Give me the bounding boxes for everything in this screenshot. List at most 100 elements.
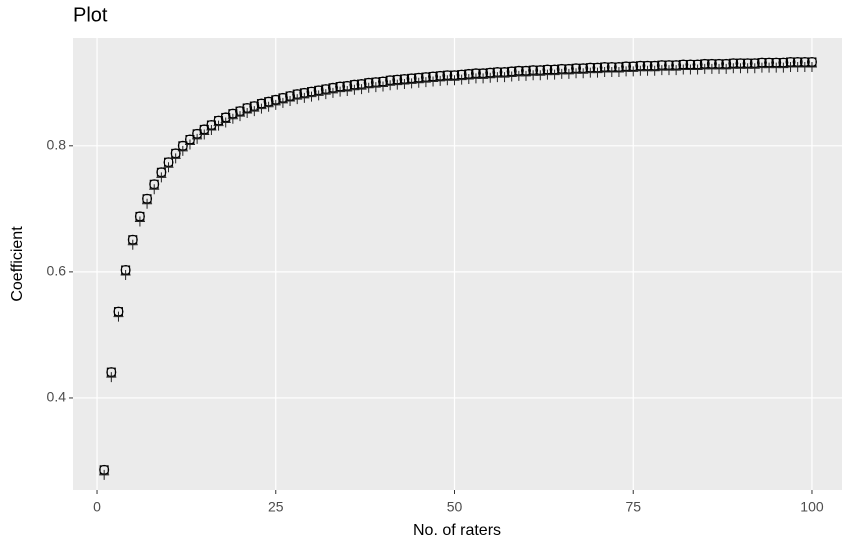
marker-plus bbox=[485, 72, 496, 83]
point bbox=[692, 64, 703, 75]
point bbox=[306, 91, 317, 102]
marker-plus bbox=[127, 239, 138, 250]
marker-plus bbox=[149, 184, 160, 195]
point bbox=[406, 78, 417, 89]
marker-plus bbox=[206, 125, 217, 136]
marker-plus bbox=[163, 162, 174, 173]
point bbox=[277, 97, 288, 108]
marker-plus bbox=[120, 270, 131, 281]
marker-plus bbox=[363, 82, 374, 93]
point bbox=[463, 73, 474, 84]
marker-plus bbox=[749, 63, 760, 74]
point bbox=[578, 68, 589, 79]
point bbox=[206, 125, 217, 136]
point bbox=[213, 120, 224, 131]
marker-plus bbox=[506, 71, 517, 82]
marker-plus bbox=[292, 94, 303, 105]
marker-plus bbox=[313, 90, 324, 101]
point bbox=[249, 106, 260, 117]
point bbox=[235, 111, 246, 122]
point bbox=[520, 70, 531, 81]
point bbox=[199, 129, 210, 140]
point bbox=[506, 71, 517, 82]
marker-plus bbox=[449, 75, 460, 86]
point bbox=[227, 113, 238, 124]
marker-plus bbox=[342, 85, 353, 96]
y-tick-label: 0.4 bbox=[47, 389, 67, 405]
point bbox=[721, 63, 732, 74]
marker-plus bbox=[806, 61, 817, 72]
point bbox=[270, 99, 281, 110]
marker-plus bbox=[235, 111, 246, 122]
x-tick-label: 25 bbox=[268, 499, 284, 515]
marker-plus bbox=[613, 67, 624, 78]
marker-plus bbox=[456, 74, 467, 85]
point bbox=[156, 172, 167, 183]
point bbox=[549, 69, 560, 80]
marker-plus bbox=[549, 69, 560, 80]
marker-plus bbox=[692, 64, 703, 75]
marker-plus bbox=[134, 216, 145, 227]
marker-plus bbox=[385, 80, 396, 91]
marker-plus bbox=[378, 81, 389, 92]
point bbox=[99, 469, 110, 480]
point bbox=[392, 79, 403, 90]
marker-plus bbox=[263, 101, 274, 112]
marker-plus bbox=[463, 73, 474, 84]
point bbox=[456, 74, 467, 85]
point bbox=[184, 139, 195, 150]
marker-plus bbox=[170, 153, 181, 164]
point bbox=[256, 103, 267, 114]
point bbox=[563, 68, 574, 79]
point bbox=[349, 84, 360, 95]
marker-plus bbox=[227, 113, 238, 124]
point bbox=[313, 90, 324, 101]
marker-plus bbox=[113, 311, 124, 322]
marker-plus bbox=[721, 63, 732, 74]
point bbox=[671, 65, 682, 76]
marker-plus bbox=[242, 108, 253, 119]
point bbox=[399, 79, 410, 90]
x-axis-label: No. of raters bbox=[413, 522, 501, 539]
point bbox=[177, 145, 188, 156]
marker-plus bbox=[213, 120, 224, 131]
point bbox=[385, 80, 396, 91]
marker-plus bbox=[499, 72, 510, 83]
point bbox=[413, 77, 424, 88]
point bbox=[299, 92, 310, 103]
point bbox=[749, 63, 760, 74]
marker-plus bbox=[327, 87, 338, 98]
marker-plus bbox=[356, 84, 367, 95]
point bbox=[242, 108, 253, 119]
point bbox=[134, 216, 145, 227]
marker-plus bbox=[335, 86, 346, 97]
x-tick-label: 100 bbox=[800, 499, 824, 515]
point bbox=[263, 101, 274, 112]
marker-plus bbox=[399, 79, 410, 90]
point bbox=[220, 117, 231, 128]
x-tick-label: 50 bbox=[447, 499, 463, 515]
point bbox=[449, 75, 460, 86]
x-tick-label: 0 bbox=[93, 499, 101, 515]
marker-plus bbox=[285, 96, 296, 107]
y-axis-label: Coefficient bbox=[9, 226, 26, 302]
marker-plus bbox=[99, 469, 110, 480]
y-tick-label: 0.6 bbox=[47, 263, 67, 279]
marker-plus bbox=[184, 139, 195, 150]
point bbox=[327, 87, 338, 98]
point bbox=[592, 67, 603, 78]
marker-plus bbox=[192, 133, 203, 144]
marker-plus bbox=[406, 78, 417, 89]
marker-plus bbox=[349, 84, 360, 95]
marker-plus bbox=[270, 99, 281, 110]
marker-plus bbox=[306, 91, 317, 102]
point bbox=[435, 75, 446, 86]
point bbox=[120, 270, 131, 281]
marker-plus bbox=[592, 67, 603, 78]
point bbox=[806, 61, 817, 72]
marker-plus bbox=[256, 103, 267, 114]
point bbox=[535, 70, 546, 81]
marker-plus bbox=[420, 77, 431, 88]
